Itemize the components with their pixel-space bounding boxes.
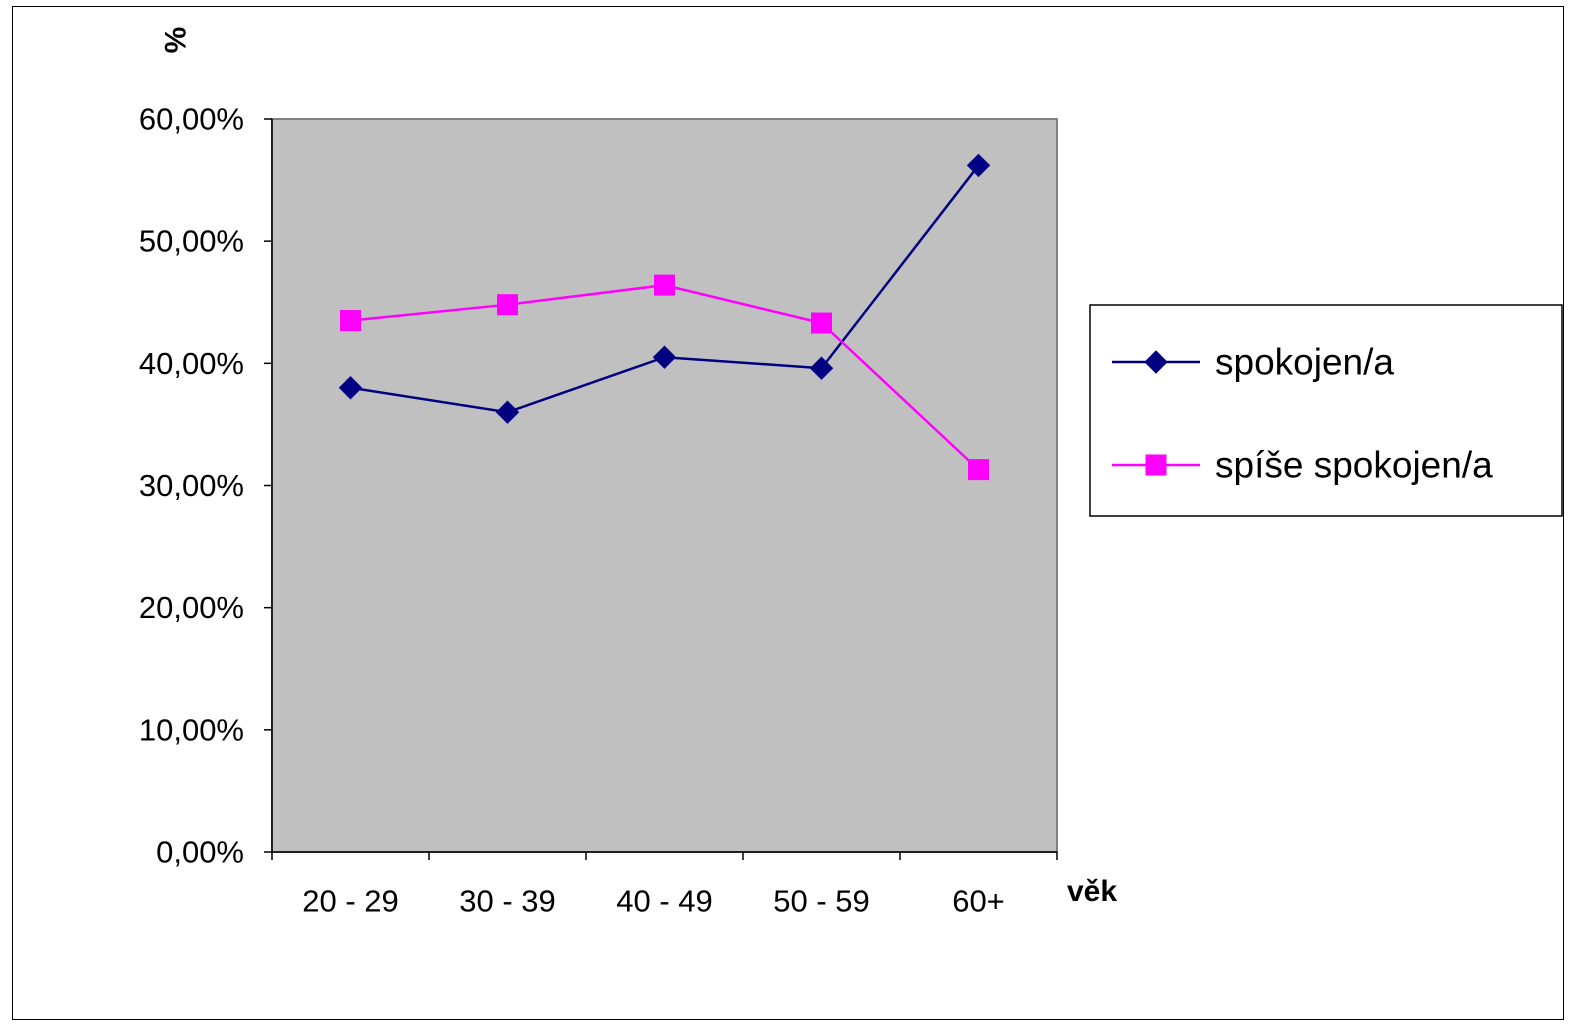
square-data-point — [654, 274, 675, 296]
legend-label: spokojen/a — [1215, 342, 1394, 383]
series-layer — [338, 153, 991, 481]
plot-area — [271, 118, 1058, 853]
x-tick-label: 50 - 59 — [773, 884, 870, 919]
y-tick-label: 10,00% — [139, 712, 244, 747]
legend-item-2: spíše spokojen/a — [1112, 445, 1493, 486]
y-tick-label: 0,00% — [156, 835, 244, 870]
y-tick-label: 40,00% — [139, 346, 244, 381]
series-2 — [340, 274, 989, 481]
legend: spokojen/a spíše spokojen/a — [1089, 304, 1563, 517]
square-data-point — [340, 310, 361, 332]
diamond-data-point — [966, 153, 991, 178]
square-data-point — [811, 312, 832, 334]
x-axis-title: věk — [1067, 875, 1117, 908]
diamond-data-point — [338, 376, 363, 400]
y-tick-label: 50,00% — [139, 224, 244, 259]
legend-marker — [1144, 350, 1168, 374]
x-tick-label: 30 - 39 — [459, 884, 556, 919]
x-tick-label: 60+ — [952, 884, 1005, 919]
legend-label: spíše spokojen/a — [1215, 445, 1493, 486]
y-tick-label: 20,00% — [139, 590, 244, 625]
series-1 — [338, 153, 991, 424]
diamond-data-point — [495, 400, 520, 424]
x-axis: 20 - 29 30 - 39 40 - 49 50 - 59 60+ — [271, 851, 1058, 919]
y-tick-label: 30,00% — [139, 468, 244, 503]
legend-box — [1089, 304, 1563, 517]
legend-marker — [1145, 454, 1167, 476]
y-axis-title: % — [160, 27, 193, 54]
diamond-data-point — [809, 356, 834, 380]
y-tick-label: 60,00% — [139, 102, 244, 137]
x-tick-label: 40 - 49 — [616, 884, 713, 919]
legend-item-1: spokojen/a — [1112, 342, 1394, 383]
diamond-data-point — [652, 345, 677, 369]
x-tick-label: 20 - 29 — [302, 884, 399, 919]
y-axis: 0,00% 10,00% 20,00% 30,00% 40,00% 50,00% 60,00… — [139, 102, 273, 870]
square-data-point — [497, 294, 518, 316]
square-data-point — [968, 459, 989, 481]
